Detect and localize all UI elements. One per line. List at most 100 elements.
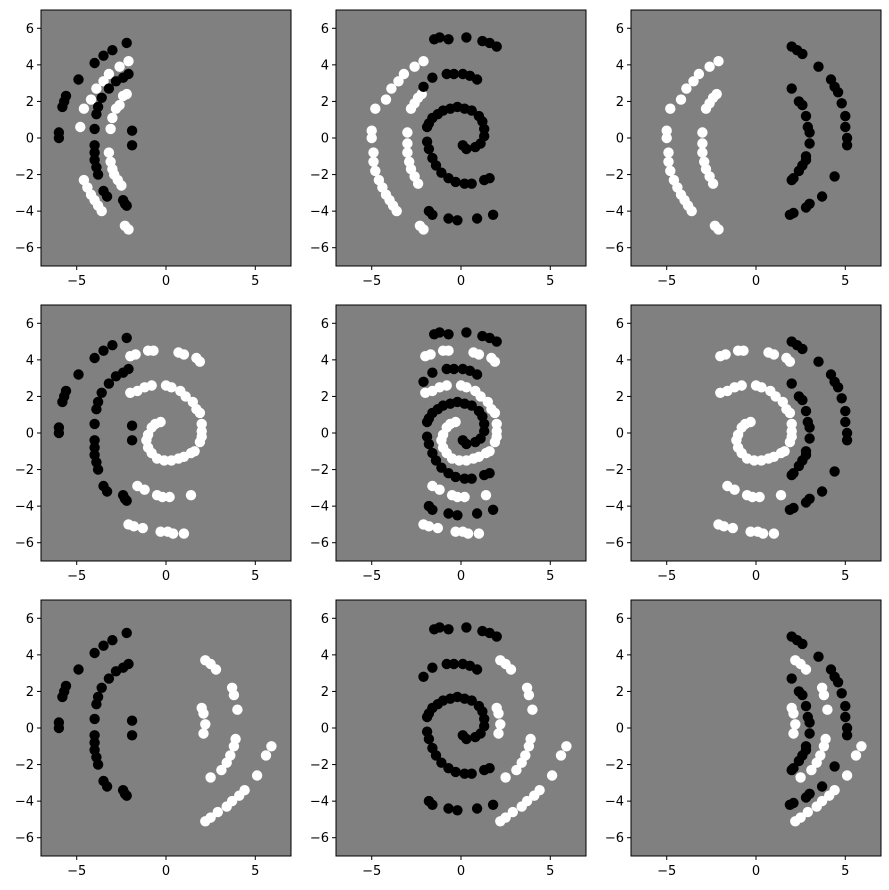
point-white-25 xyxy=(200,816,211,827)
point-white-11 xyxy=(146,380,157,391)
point-black-40 xyxy=(430,160,442,171)
point-black-6 xyxy=(832,677,844,688)
point-white-27 xyxy=(166,455,177,466)
points xyxy=(53,627,277,827)
point-black-21 xyxy=(800,700,812,712)
point-black-4 xyxy=(60,385,72,397)
y-tick-label: −2 xyxy=(15,758,34,773)
point-black-10 xyxy=(448,68,460,80)
point-black-7 xyxy=(98,640,109,651)
point-black-20 xyxy=(797,689,808,701)
point-white-4 xyxy=(523,689,535,701)
point-white-7 xyxy=(489,356,501,367)
point-white-15 xyxy=(795,772,806,783)
x-tick-label: 5 xyxy=(841,274,849,289)
point-black-19 xyxy=(121,495,132,506)
y-tick-label: −2 xyxy=(605,463,624,478)
point-black-22 xyxy=(92,396,104,408)
point-black-10 xyxy=(448,658,460,670)
scatter-panel-row1-col1: −5 0 5 −6 −4 −2 0 2 4 6 xyxy=(15,9,292,289)
point-white-9 xyxy=(788,728,799,739)
x-tick-label: −5 xyxy=(67,569,86,584)
point-black-8 xyxy=(840,700,851,712)
plot-area xyxy=(631,600,881,856)
y-tick-label: −4 xyxy=(310,795,329,810)
point-black-28 xyxy=(466,105,477,116)
y-tick-label: −4 xyxy=(15,205,34,220)
x-tick-label: −5 xyxy=(67,864,86,879)
point-black-13 xyxy=(816,191,828,202)
point-white-44 xyxy=(128,521,140,532)
point-black-1 xyxy=(434,32,445,43)
point-white-7 xyxy=(493,708,504,719)
y-tick-label: −4 xyxy=(15,795,34,810)
point-white-25 xyxy=(790,816,801,827)
point-black-18 xyxy=(471,803,483,814)
x-tick-label: −5 xyxy=(362,569,381,584)
y-tick-label: −6 xyxy=(605,831,624,846)
point-white-15 xyxy=(386,83,397,94)
point-white-18 xyxy=(251,770,263,781)
point-black-12 xyxy=(829,466,840,477)
point-black-24 xyxy=(804,433,815,444)
point-black-6 xyxy=(491,41,502,52)
point-black-28 xyxy=(793,460,805,472)
point-black-7 xyxy=(836,393,847,404)
point-white-15 xyxy=(78,103,90,114)
point-black-47 xyxy=(484,468,495,479)
point-white-19 xyxy=(196,418,207,430)
point-white-18 xyxy=(409,61,420,72)
point-black-41 xyxy=(436,462,447,473)
point-white-5 xyxy=(178,349,190,360)
point-black-38 xyxy=(423,143,435,155)
point-black-18 xyxy=(471,508,483,519)
point-white-46 xyxy=(155,526,166,537)
point-white-11 xyxy=(441,380,452,391)
point-white-7 xyxy=(194,356,206,367)
point-black-19 xyxy=(121,790,132,801)
y-tick-label: 0 xyxy=(26,427,34,442)
point-white-20 xyxy=(234,790,245,801)
point-white-0 xyxy=(661,132,672,144)
point-black-21 xyxy=(800,110,812,122)
point-black-43 xyxy=(450,766,461,778)
point-white-11 xyxy=(736,380,747,391)
point-black-3 xyxy=(813,356,824,367)
point-black-15 xyxy=(800,792,812,803)
point-black-6 xyxy=(491,631,502,642)
point-black-45 xyxy=(466,178,477,189)
point-black-10 xyxy=(448,363,460,375)
x-tick-label: −5 xyxy=(657,274,676,289)
y-tick-label: −6 xyxy=(310,536,329,551)
point-black-31 xyxy=(479,713,490,725)
point-white-27 xyxy=(121,88,132,100)
point-white-18 xyxy=(841,770,853,781)
y-tick-label: −6 xyxy=(605,241,624,256)
y-tick-label: 0 xyxy=(321,722,329,737)
y-tick-label: −6 xyxy=(15,831,34,846)
point-black-8 xyxy=(840,110,851,122)
point-white-7 xyxy=(198,708,209,719)
point-white-1 xyxy=(130,349,141,360)
point-white-13 xyxy=(756,382,767,393)
point-black-6 xyxy=(832,87,844,98)
point-black-11 xyxy=(89,147,100,158)
point-white-13 xyxy=(811,757,822,768)
y-tick-label: 6 xyxy=(616,22,624,37)
point-white-10 xyxy=(391,205,402,217)
point-white-13 xyxy=(166,382,177,393)
point-white-9 xyxy=(493,728,504,739)
point-white-36 xyxy=(450,416,461,428)
point-white-22 xyxy=(402,147,413,158)
point-white-18 xyxy=(489,407,501,419)
point-black-17 xyxy=(452,510,463,521)
point-black-9 xyxy=(121,627,132,639)
point-white-18 xyxy=(98,76,109,87)
point-black-10 xyxy=(841,427,853,439)
point-black-28 xyxy=(793,755,805,767)
point-white-26 xyxy=(412,178,424,189)
point-black-23 xyxy=(96,682,107,693)
point-white-3 xyxy=(148,345,159,356)
point-white-49 xyxy=(473,528,485,539)
